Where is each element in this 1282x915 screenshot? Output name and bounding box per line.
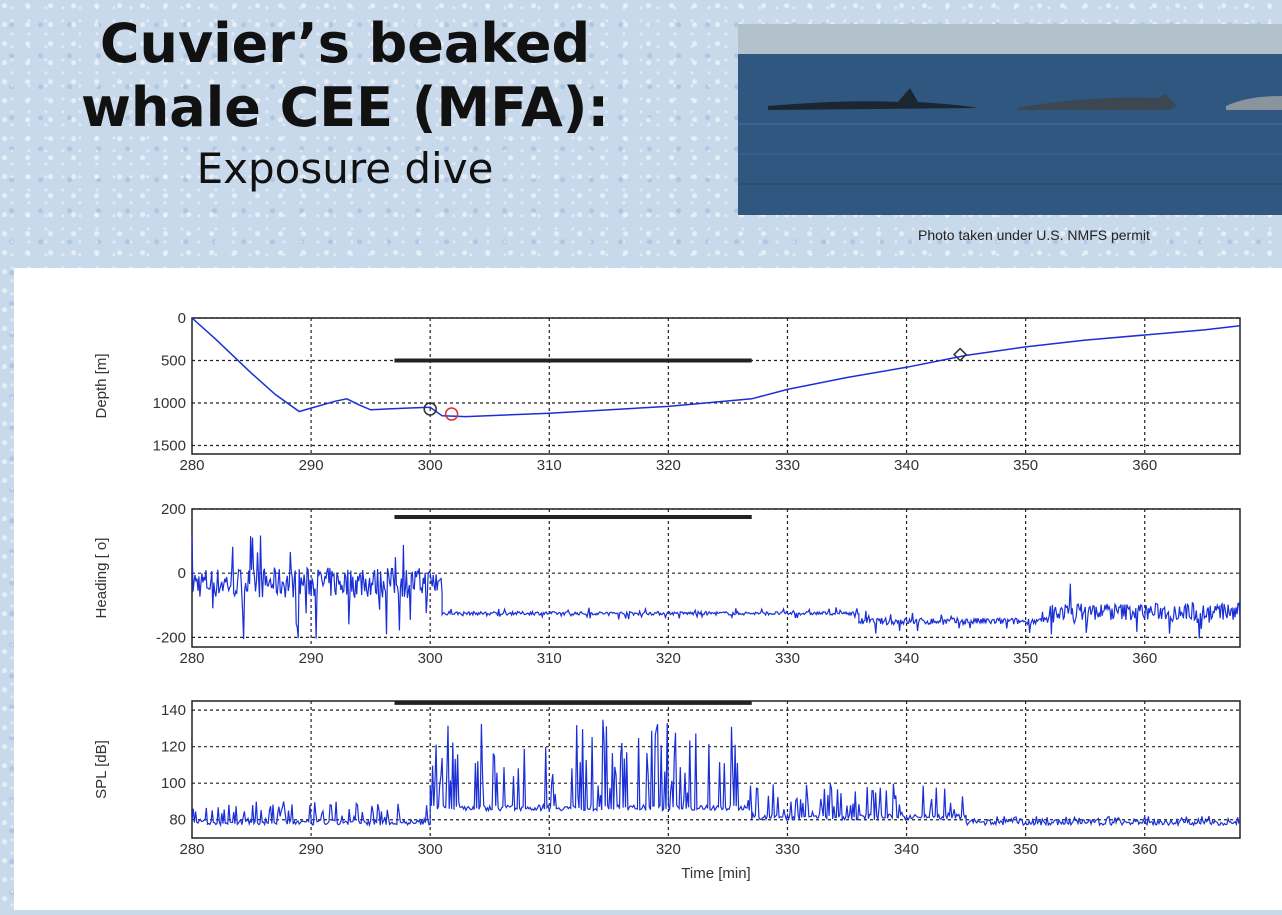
panel-3 (191, 700, 1241, 839)
x-tick-label: 300 (418, 457, 443, 474)
x-tick-label: 340 (894, 457, 919, 474)
x-tick-label: 320 (656, 650, 681, 667)
x-tick-label: 280 (179, 650, 204, 667)
x-tick-label: 360 (1132, 841, 1157, 858)
heading-trace (191, 535, 1241, 640)
x-tick-label: 280 (179, 457, 204, 474)
x-tick-label: 350 (1013, 457, 1038, 474)
x-axis-label: Time [min] (681, 865, 750, 882)
whale-photo-image (738, 24, 1282, 215)
y-tick-label: 1000 (153, 395, 186, 412)
x-tick-label: 360 (1132, 650, 1157, 667)
whale-silhouette-2 (1018, 94, 1176, 110)
x-tick-label: 330 (775, 650, 800, 667)
x-tick-label: 360 (1132, 457, 1157, 474)
y-tick-label: 80 (169, 812, 186, 829)
plot-area (191, 317, 1241, 455)
x-tick-label: 340 (894, 841, 919, 858)
x-tick-label: 290 (299, 650, 324, 667)
photo-sea (738, 54, 1282, 215)
slide-title-line-2: whale CEE (MFA): (80, 76, 610, 139)
spl-trace (191, 719, 1241, 828)
y-tick-label: 0 (178, 310, 186, 327)
panel-1 (191, 317, 1241, 455)
diamond-marker (953, 347, 968, 362)
y-tick-label: 140 (161, 702, 186, 719)
y-tick-label: 120 (161, 739, 186, 756)
x-tick-label: 300 (418, 650, 443, 667)
depth-trace (191, 317, 1241, 418)
x-tick-label: 350 (1013, 841, 1038, 858)
y-tick-label: 100 (161, 775, 186, 792)
x-tick-label: 310 (537, 650, 562, 667)
y-axis-label: SPL [dB] (93, 740, 110, 799)
plot-area (191, 508, 1241, 648)
x-tick-label: 310 (537, 457, 562, 474)
x-tick-label: 290 (299, 457, 324, 474)
whale-silhouette-3 (1226, 96, 1282, 110)
y-tick-label: 200 (161, 501, 186, 518)
figure-svg: 280 290 300 310 320 330 340 350 360050010001500D… (93, 310, 1241, 882)
title-block: Cuvier’s beaked whale CEE (MFA): Exposur… (0, 12, 690, 193)
whale-photo (738, 24, 1282, 215)
x-tick-label: 340 (894, 650, 919, 667)
y-axis-label: Depth [m] (93, 353, 110, 418)
x-tick-label: 320 (656, 457, 681, 474)
photo-sky (738, 24, 1282, 54)
figure-panel: 280 290 300 310 320 330 340 350 360 0 500 1000 1500 D… (14, 268, 1282, 910)
plot-area (191, 700, 1241, 839)
x-tick-label: 310 (537, 841, 562, 858)
y-tick-label: 1500 (153, 438, 186, 455)
y-tick-label: 500 (161, 353, 186, 370)
x-tick-label: 320 (656, 841, 681, 858)
x-tick-label: 280 (179, 841, 204, 858)
slide-title-line-1: Cuvier’s beaked (99, 12, 591, 75)
y-axis-label: Heading [ o] (93, 538, 110, 619)
x-tick-label: 330 (775, 457, 800, 474)
slide-subtitle: Exposure dive (196, 144, 494, 193)
x-tick-label: 290 (299, 841, 324, 858)
y-tick-label: -200 (156, 629, 186, 646)
y-tick-label: 0 (178, 565, 186, 582)
panel-2 (191, 508, 1241, 648)
x-tick-label: 350 (1013, 650, 1038, 667)
x-tick-label: 330 (775, 841, 800, 858)
circle-marker (444, 407, 459, 421)
x-tick-label: 300 (418, 841, 443, 858)
photo-caption: Photo taken under U.S. NMFS permit (918, 227, 1150, 243)
whale-silhouette-1 (768, 88, 978, 110)
circle-marker (423, 402, 437, 416)
